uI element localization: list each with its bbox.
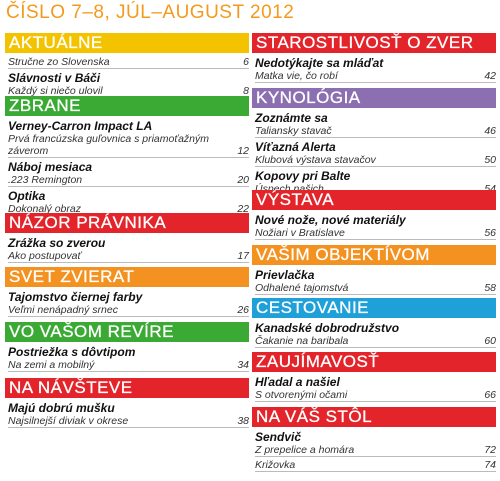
article-subtitle: Prvá francúzska guľovnica s priamoťažným… [8, 133, 210, 157]
article-line: Ako postupovať 17 [8, 250, 249, 263]
page-number: 26 [237, 304, 249, 316]
article-subtitle: Najsilnejší diviak v okrese [8, 415, 129, 427]
article-title: Postriežka s dôvtipom [8, 345, 136, 359]
article-title: Prievlačka [255, 268, 315, 282]
toc-section: VÝSTAVA Nové nože, nové materiály Nožiari … [252, 190, 496, 242]
article-line: Odhalené tajomstvá 58 [255, 282, 496, 295]
article-line: Matka vie, čo robí 42 [255, 70, 496, 83]
article-line: Nožiari v Bratislave 56 [255, 227, 496, 240]
page-number: 20 [237, 174, 249, 186]
article-subtitle: Klubová výstava stavačov [255, 154, 376, 166]
article-title: Zrážka so zverou [8, 236, 106, 250]
article-line: Taliansky stavač 46 [255, 125, 496, 138]
article-title: Náboj mesiaca [8, 160, 93, 174]
article-subtitle: Nožiari v Bratislave [255, 227, 345, 239]
section-title: ZBRANE [5, 96, 249, 116]
article-line: Prvá francúzska guľovnica s priamoťažným… [8, 133, 249, 158]
article-line: Čakanie na baribala 60 [255, 335, 496, 348]
section-title: STAROSTLIVOSŤ O ZVER [252, 33, 496, 53]
article-line: Z prepelice a homára 72 [255, 444, 496, 457]
article-subtitle: Križovka [255, 459, 296, 471]
issue-header: ČÍSLO 7–8, JÚL–AUGUST 2012 [6, 2, 295, 23]
article-title: Verney-Carron Impact LA [8, 119, 153, 133]
article-line: Križovka 74 [255, 459, 496, 472]
article-subtitle: Dokonalý obraz [8, 203, 81, 215]
article-line: Veľmi nenápadný srnec 26 [8, 304, 249, 317]
page-number: 22 [237, 203, 249, 215]
page-number: 74 [484, 459, 496, 471]
page-number: 58 [484, 282, 496, 294]
toc-section: SVET ZVIERAT Tajomstvo čiernej farby Veľmi… [5, 267, 249, 319]
page-number: 38 [237, 415, 249, 427]
article-subtitle: Na zemi a mobilný [8, 359, 95, 371]
article-subtitle: Odhalené tajomstvá [255, 282, 349, 294]
article-title: Kopovy pri Balte [255, 169, 351, 183]
page-number: 17 [237, 250, 249, 262]
section-title: ZAUJÍMAVOSŤ [252, 352, 496, 372]
page-number: 66 [484, 389, 496, 401]
toc-section: NA NÁVŠTEVE Majú dobrú mušku Najsilnejší d… [5, 378, 249, 430]
toc-section: NÁZOR PRÁVNIKA Zrážka so zverou Ako postup… [5, 213, 249, 265]
toc-section: VAŠIM OBJEKTÍVOM Prievlačka Odhalené tajom… [252, 245, 496, 297]
toc-section: ZAUJÍMAVOSŤ Hľadal a našiel S otvorenými o… [252, 352, 496, 404]
page-number: 12 [237, 145, 249, 157]
section-title: CESTOVANIE [252, 298, 496, 318]
article-title: Víťazná Alerta [255, 140, 336, 154]
page-number: 8 [243, 85, 249, 97]
article-line: Najsilnejší diviak v okrese 38 [8, 415, 249, 428]
toc-section: KYNOLÓGIA Zoznámte sa Taliansky stavač 46 Ví… [252, 88, 496, 198]
article-line: Na zemi a mobilný 34 [8, 359, 249, 372]
article-subtitle: Čakanie na baribala [255, 335, 349, 347]
section-title: NA NÁVŠTEVE [5, 378, 249, 398]
toc-section: VO VAŠOM REVÍRE Postriežka s dôvtipom Na z… [5, 322, 249, 374]
section-title: NÁZOR PRÁVNIKA [5, 213, 249, 233]
article-subtitle: Z prepelice a homára [255, 444, 355, 456]
section-title: NA VÁŠ STÔL [252, 407, 496, 427]
article-subtitle: Každý si niečo ulovil [8, 85, 103, 97]
article-subtitle: Taliansky stavač [255, 125, 332, 137]
page-number: 46 [484, 125, 496, 137]
article-line: S otvorenými očami 66 [255, 389, 496, 402]
article-title: Kanadské dobrodružstvo [255, 321, 400, 335]
toc-section: AKTUÁLNE Stručne zo Slovenska 6 Slávnosti v… [5, 33, 249, 100]
article-subtitle: Ako postupovať [8, 250, 82, 262]
article-subtitle: Matka vie, čo robí [255, 70, 338, 82]
article-line: Klubová výstava stavačov 50 [255, 154, 496, 167]
article-title: Nedotýkajte sa mláďat [255, 56, 384, 70]
page-number: 50 [484, 154, 496, 166]
article-title: Optika [8, 189, 46, 203]
article-title: Sendvič [255, 430, 302, 444]
article-line: Stručne zo Slovenska 6 [8, 56, 249, 69]
page-number: 56 [484, 227, 496, 239]
page-number: 54 [484, 183, 496, 195]
page-number: 72 [484, 444, 496, 456]
article-title: Majú dobrú mušku [8, 401, 115, 415]
page-number: 42 [484, 70, 496, 82]
article-title: Tajomstvo čiernej farby [8, 290, 143, 304]
toc-section: CESTOVANIE Kanadské dobrodružstvo Čakanie … [252, 298, 496, 350]
toc-section: STAROSTLIVOSŤ O ZVER Nedotýkajte sa mláďa… [252, 33, 496, 85]
article-subtitle: S otvorenými očami [255, 389, 348, 401]
section-title: VAŠIM OBJEKTÍVOM [252, 245, 496, 265]
section-title: SVET ZVIERAT [5, 267, 249, 287]
article-title: Slávnosti v Báči [8, 71, 101, 85]
section-title: AKTUÁLNE [5, 33, 249, 53]
toc-section: ZBRANE Verney-Carron Impact LA Prvá francú… [5, 96, 249, 218]
article-title: Nové nože, nové materiály [255, 213, 406, 227]
article-subtitle: Veľmi nenápadný srnec [8, 304, 118, 316]
toc-section: NA VÁŠ STÔL Sendvič Z prepelice a homára 72… [252, 407, 496, 474]
article-title: Hľadal a našiel [255, 375, 340, 389]
page-number: 34 [237, 359, 249, 371]
article-title: Zoznámte sa [255, 111, 328, 125]
article-subtitle: .223 Remington [8, 174, 83, 186]
section-title: VO VAŠOM REVÍRE [5, 322, 249, 342]
section-title: KYNOLÓGIA [252, 88, 496, 108]
page-number: 60 [484, 335, 496, 347]
page-number: 6 [243, 56, 249, 68]
article-subtitle: Stručne zo Slovenska [8, 56, 110, 68]
article-line: .223 Remington 20 [8, 174, 249, 187]
section-title: VÝSTAVA [252, 190, 496, 210]
